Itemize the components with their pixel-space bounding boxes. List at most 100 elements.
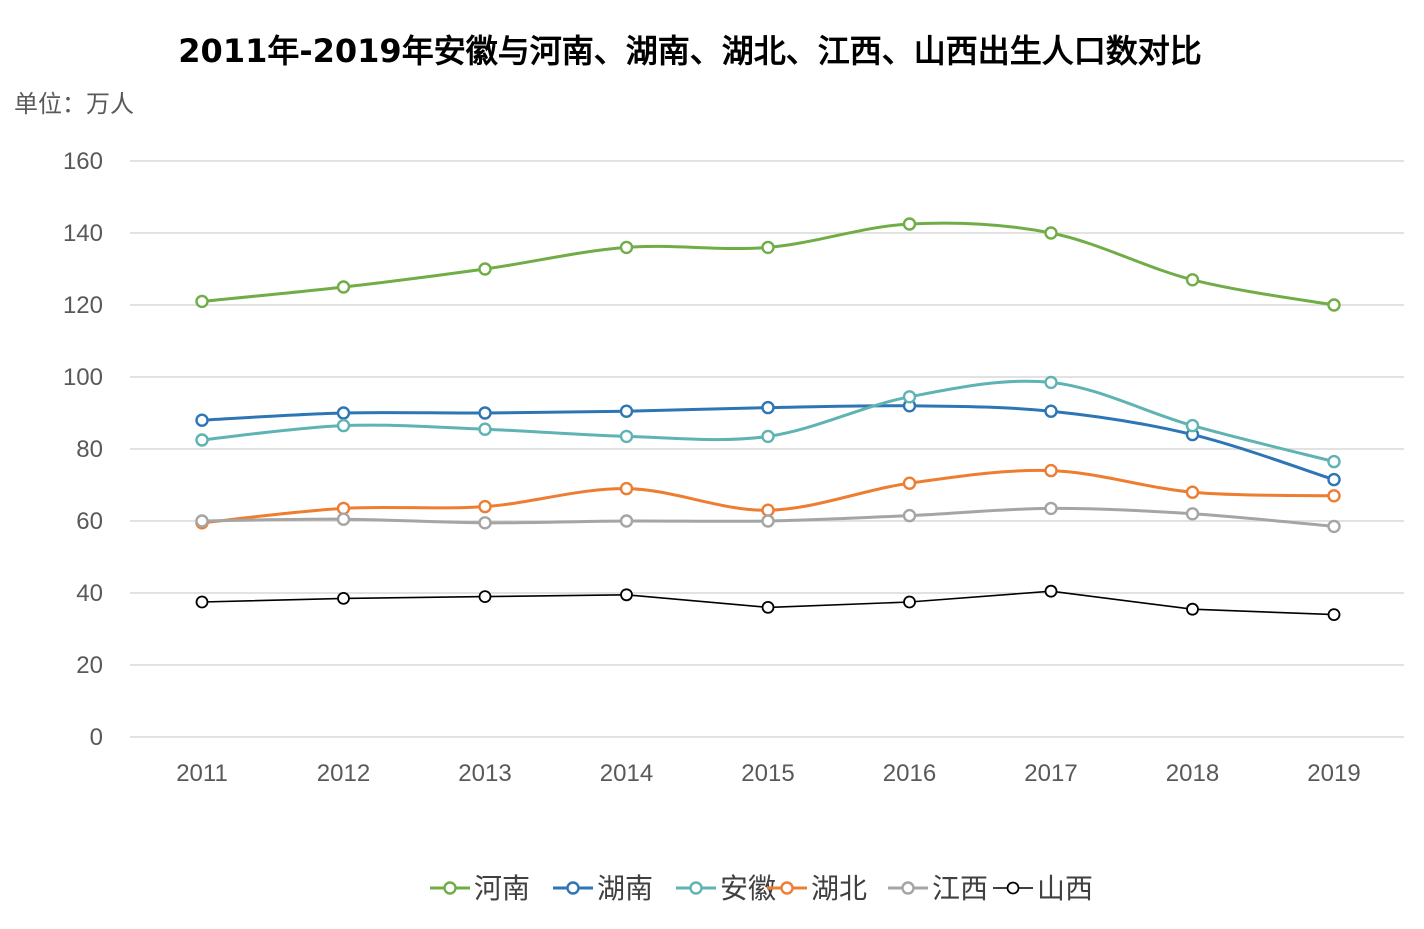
data-point	[1044, 226, 1058, 240]
legend-item: 湖南	[553, 872, 653, 905]
x-tick-label: 2018	[1166, 760, 1219, 787]
legend-marker	[1006, 881, 1020, 895]
x-tick-label: 2012	[317, 760, 370, 787]
data-point	[1044, 404, 1058, 418]
data-point	[478, 422, 492, 436]
series-山西	[195, 584, 1341, 621]
legend-item: 湖北	[767, 872, 867, 905]
unit-label: 单位：万人	[14, 90, 134, 118]
data-point	[195, 294, 209, 309]
data-point	[761, 240, 775, 255]
y-axis-ticks: 0 20 40 60 80 100 120 140 160	[63, 148, 103, 751]
data-point	[620, 588, 633, 602]
x-tick-label: 2019	[1307, 760, 1360, 787]
legend-label: 湖北	[811, 872, 867, 905]
x-tick-label: 2017	[1024, 760, 1077, 787]
legend-item: 河南	[430, 872, 530, 905]
data-point	[336, 512, 351, 526]
data-point	[1327, 472, 1341, 487]
data-point	[478, 590, 492, 603]
data-point	[1327, 489, 1341, 503]
legend-marker	[901, 881, 915, 895]
legend-marker	[780, 881, 794, 895]
legend-label: 河南	[474, 872, 530, 905]
data-point	[619, 240, 634, 255]
data-point	[195, 595, 209, 609]
series-湖南	[195, 399, 1341, 487]
data-point	[1185, 485, 1200, 499]
data-point	[1044, 375, 1058, 390]
legend-marker	[566, 881, 580, 895]
data-point	[761, 601, 775, 614]
series-江西	[195, 501, 1341, 534]
data-point	[902, 390, 917, 404]
y-tick-label: 20	[76, 652, 103, 679]
data-point	[478, 499, 492, 514]
data-point	[1327, 608, 1341, 621]
x-tick-label: 2011	[176, 760, 228, 787]
legend-label: 江西	[932, 872, 988, 905]
x-tick-label: 2016	[883, 760, 936, 787]
data-point	[1044, 463, 1058, 478]
data-point	[619, 514, 634, 528]
series-lines	[195, 217, 1341, 621]
data-point	[761, 514, 775, 528]
legend: 河南 湖南 安徽 湖北 江西 山西	[430, 872, 1093, 905]
data-point	[619, 481, 634, 496]
data-point	[336, 418, 351, 433]
data-point	[1327, 298, 1341, 312]
y-tick-label: 0	[90, 724, 103, 751]
data-point	[761, 400, 775, 415]
data-point	[478, 516, 492, 530]
y-tick-label: 80	[76, 436, 103, 463]
legend-marker	[689, 881, 703, 895]
legend-item: 安徽	[676, 872, 776, 905]
data-point	[1186, 602, 1199, 616]
x-tick-label: 2013	[458, 760, 511, 787]
series-河南	[195, 217, 1341, 312]
legend-item: 江西	[888, 872, 988, 905]
data-point	[336, 280, 351, 294]
data-point	[1185, 418, 1200, 433]
y-tick-label: 140	[63, 220, 103, 247]
data-point	[619, 429, 634, 444]
data-point	[761, 503, 775, 517]
data-point	[195, 514, 209, 528]
data-point	[195, 433, 209, 447]
x-tick-label: 2015	[741, 760, 794, 787]
data-point	[336, 501, 351, 516]
legend-marker	[443, 881, 457, 895]
y-tick-label: 40	[76, 580, 103, 607]
x-tick-label: 2014	[600, 760, 653, 787]
y-tick-label: 120	[63, 292, 103, 319]
legend-label: 安徽	[720, 872, 776, 905]
x-axis-ticks: 2011 2012 2013 2014 2015 2016 2017 2018 2019	[176, 760, 1361, 787]
y-tick-label: 100	[63, 364, 103, 391]
data-point	[1044, 584, 1058, 598]
legend-item: 山西	[993, 872, 1093, 905]
data-point	[336, 406, 351, 420]
data-point	[902, 508, 917, 523]
data-point	[195, 413, 209, 427]
data-point	[1327, 519, 1341, 534]
data-point	[619, 404, 634, 418]
data-point	[1185, 507, 1200, 521]
data-point	[902, 476, 917, 490]
legend-label: 湖南	[597, 872, 653, 905]
data-point	[1327, 454, 1341, 469]
data-point	[478, 262, 492, 276]
series-安徽	[195, 375, 1341, 469]
data-point	[337, 592, 350, 605]
legend-label: 山西	[1037, 872, 1093, 905]
data-point	[1185, 273, 1200, 287]
data-point	[902, 217, 917, 231]
series-湖北	[195, 463, 1341, 530]
data-point	[1044, 501, 1058, 516]
y-tick-label: 60	[76, 508, 103, 535]
data-point	[903, 595, 916, 609]
chart-title: 2011年-2019年安徽与河南、湖南、湖北、江西、山西出生人口数对比	[178, 32, 1201, 70]
y-tick-label: 160	[63, 148, 103, 175]
data-point	[478, 406, 492, 420]
data-point	[761, 429, 775, 444]
